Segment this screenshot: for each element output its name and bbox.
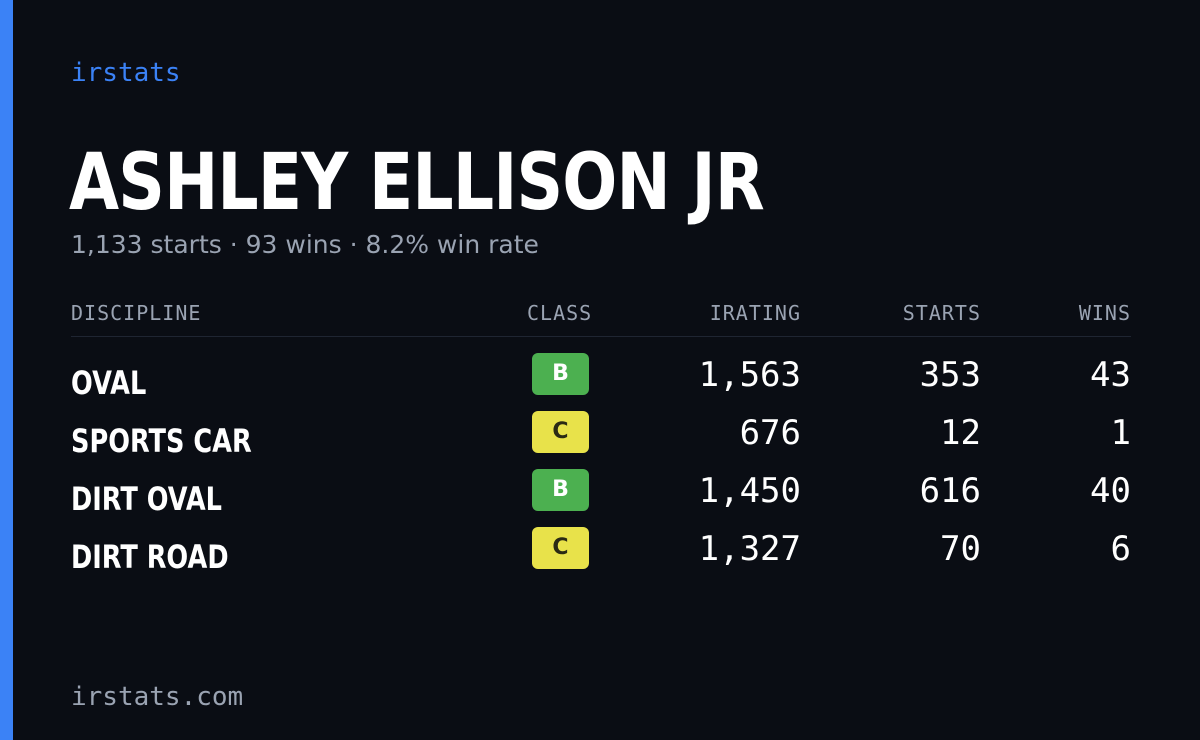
starts-value: 353 xyxy=(919,355,981,395)
brand-logo-text: irstats xyxy=(71,58,181,88)
discipline-name: SPORTS CAR xyxy=(71,422,252,460)
header-wins: WINS xyxy=(1078,301,1131,325)
irating-value: 1,563 xyxy=(698,355,801,395)
footer-url[interactable]: irstats.com xyxy=(71,682,244,712)
discipline-name: OVAL xyxy=(71,364,147,402)
table-row: SPORTS CAR C 676 12 1 xyxy=(71,411,1131,469)
driver-summary: 1,133 starts · 93 wins · 8.2% win rate xyxy=(71,230,539,259)
header-class: CLASS xyxy=(527,301,593,325)
table-header: DISCIPLINE CLASS IRATING STARTS WINS xyxy=(71,298,1131,337)
starts-value: 12 xyxy=(940,413,981,453)
class-badge: C xyxy=(532,411,589,453)
header-irating: IRATING xyxy=(709,301,801,325)
wins-value: 1 xyxy=(1110,413,1131,453)
table-body: OVAL B 1,563 353 43 SPORTS CAR C 676 12 … xyxy=(71,337,1131,585)
irating-value: 1,450 xyxy=(698,471,801,511)
irating-value: 676 xyxy=(739,413,801,453)
discipline-name: DIRT ROAD xyxy=(71,538,229,576)
wins-value: 40 xyxy=(1090,471,1131,511)
table-row: OVAL B 1,563 353 43 xyxy=(71,353,1131,411)
header-discipline: DISCIPLINE xyxy=(71,301,202,325)
stats-table: DISCIPLINE CLASS IRATING STARTS WINS OVA… xyxy=(71,298,1131,585)
header-starts: STARTS xyxy=(902,301,981,325)
starts-value: 70 xyxy=(940,529,981,569)
class-badge: B xyxy=(532,353,589,395)
wins-value: 43 xyxy=(1090,355,1131,395)
starts-value: 616 xyxy=(919,471,981,511)
driver-name: ASHLEY ELLISON JR xyxy=(69,138,765,228)
wins-value: 6 xyxy=(1110,529,1131,569)
irating-value: 1,327 xyxy=(698,529,801,569)
discipline-name: DIRT OVAL xyxy=(71,480,222,518)
class-badge: B xyxy=(532,469,589,511)
class-badge: C xyxy=(532,527,589,569)
table-row: DIRT OVAL B 1,450 616 40 xyxy=(71,469,1131,527)
table-row: DIRT ROAD C 1,327 70 6 xyxy=(71,527,1131,585)
accent-bar xyxy=(0,0,13,740)
